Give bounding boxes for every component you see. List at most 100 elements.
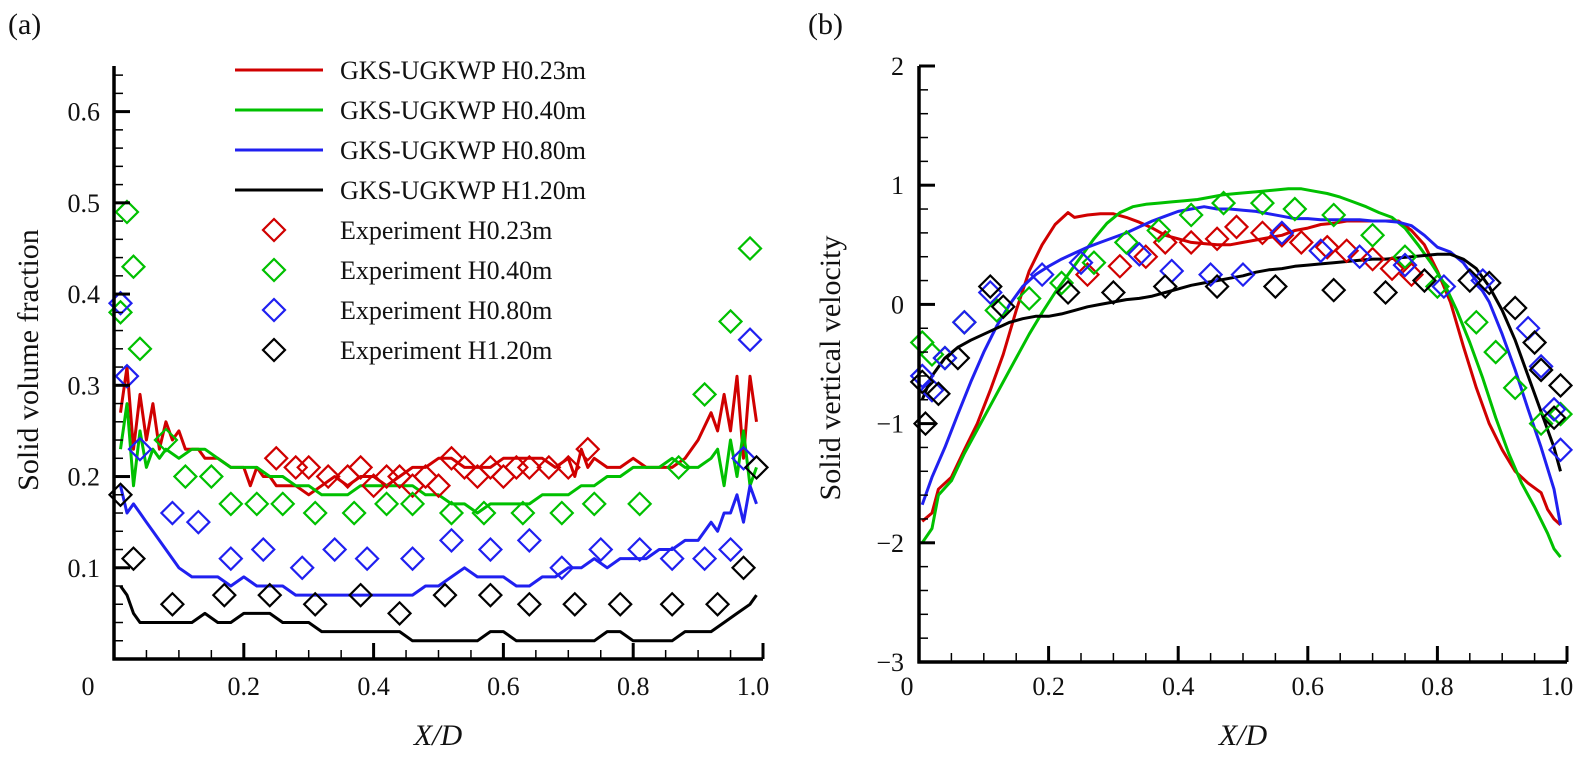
line-gks-ugkwp-h0-40m — [119, 402, 758, 515]
marker-experiment-h0-23m — [1223, 214, 1250, 240]
panel-a-y-tick-labels: 0.1 0.2 0.3 0.4 0.5 0.6 — [68, 98, 101, 583]
line-gks-ugkwp-h1-20m — [920, 252, 1562, 472]
marker-experiment-h0-80m — [114, 363, 140, 389]
marker-experiment-h0-80m — [932, 345, 958, 371]
marker-experiment-h0-40m — [1424, 273, 1450, 300]
panel-b-series-layer — [909, 187, 1574, 559]
y-tick-label: 0.2 — [68, 463, 101, 492]
marker-experiment-h0-80m — [1541, 396, 1567, 422]
series-experiment-h0-40m — [107, 199, 763, 526]
marker-experiment-h0-80m — [354, 546, 380, 572]
marker-experiment-h0-80m — [1470, 268, 1496, 294]
marker-experiment-h0-23m — [1360, 246, 1386, 272]
marker-experiment-h0-40m — [1528, 411, 1554, 437]
legend-entry-experiment-h1-20m: Experiment H1.20m — [261, 336, 552, 365]
legend-entry-gks-ugkwp-h0-23m: GKS-UGKWP H0.23m — [235, 56, 586, 85]
marker-experiment-h0-40m — [1547, 401, 1574, 427]
line-gks-ugkwp-h0-80m — [920, 205, 1562, 526]
marker-experiment-h0-40m — [270, 491, 296, 517]
series-experiment-h1-20m — [909, 268, 1574, 437]
marker-experiment-h0-40m — [1049, 270, 1075, 296]
marker-experiment-h0-23m — [1152, 229, 1178, 255]
marker-experiment-h0-80m — [659, 546, 685, 572]
marker-experiment-h0-40m — [1463, 309, 1489, 335]
marker-experiment-h0-40m — [1178, 202, 1204, 228]
marker-experiment-h1-20m — [1262, 273, 1288, 300]
y-tick-label: 0 — [891, 290, 904, 319]
marker-experiment-h0-40m — [666, 454, 692, 480]
marker-experiment-h0-80m — [951, 309, 977, 335]
x-tick-label: 0.2 — [228, 672, 261, 701]
marker-experiment-h0-80m — [1528, 353, 1554, 379]
marker-experiment-h0-40m — [218, 491, 244, 517]
y-tick-label: 0.3 — [68, 371, 101, 400]
marker-experiment-h0-40m — [198, 463, 224, 490]
marker-experiment-h0-80m — [1431, 273, 1457, 300]
series-gks-ugkwp-h0-40m — [119, 402, 758, 515]
marker-experiment-h0-80m — [549, 555, 575, 581]
marker-experiment-h0-80m — [627, 536, 653, 563]
marker-experiment-h0-80m — [1029, 262, 1055, 288]
marker-experiment-h1-20m — [990, 294, 1016, 320]
marker-experiment-h0-23m — [1133, 244, 1159, 270]
marker-experiment-h0-40m — [244, 491, 270, 517]
x-tick-label: 0.6 — [487, 672, 520, 701]
marker-experiment-h0-40m — [692, 381, 718, 407]
series-experiment-h0-80m — [107, 290, 763, 581]
marker-experiment-h0-40m — [909, 329, 935, 356]
marker-experiment-h0-40m — [1392, 244, 1418, 270]
marker-experiment-h0-40m — [581, 491, 607, 517]
marker-experiment-h1-20m — [1321, 277, 1347, 303]
marker-experiment-h0-80m — [692, 546, 718, 572]
marker-experiment-h0-23m — [451, 454, 478, 480]
marker-experiment-h0-40m — [1483, 339, 1509, 365]
marker-experiment-h0-23m — [555, 454, 581, 480]
marker-experiment-h0-80m — [909, 363, 935, 389]
marker-experiment-h0-23m — [1379, 256, 1405, 282]
y-tick-label: −2 — [876, 529, 904, 558]
marker-experiment-h0-80m — [717, 536, 744, 563]
marker-experiment-h0-23m — [1107, 253, 1133, 279]
marker-experiment-h0-80m — [516, 527, 542, 553]
series-gks-ugkwp-h0-40m — [920, 187, 1562, 559]
marker-experiment-h1-20m — [1522, 329, 1548, 356]
marker-experiment-h1-20m — [159, 591, 185, 617]
x-tick-label: 0.6 — [1292, 672, 1325, 701]
panel-a-y-axis-title: Solid volume fraction — [12, 229, 45, 491]
marker-experiment-h1-20m — [730, 555, 757, 581]
marker-experiment-h0-80m — [1515, 315, 1541, 341]
marker-experiment-h0-80m — [250, 536, 276, 563]
marker-experiment-h1-20m — [1547, 372, 1574, 399]
series-experiment-h0-80m — [909, 220, 1574, 463]
marker-experiment-h0-23m — [412, 463, 439, 490]
legend-label: Experiment H1.20m — [340, 336, 552, 365]
legend-entry-gks-ugkwp-h1-20m: GKS-UGKWP H1.20m — [235, 176, 586, 205]
panel-b-label: (b) — [808, 8, 843, 41]
x-tick-label: 1.0 — [1541, 672, 1574, 701]
series-gks-ugkwp-h0-80m — [920, 205, 1562, 526]
marker-experiment-h0-40m — [1321, 202, 1347, 228]
marker-experiment-h0-40m — [438, 500, 465, 526]
marker-experiment-h0-80m — [730, 445, 757, 471]
marker-experiment-h0-80m — [1126, 241, 1152, 267]
y-tick-label: 0.5 — [68, 189, 101, 218]
legend-label: GKS-UGKWP H0.80m — [340, 136, 586, 165]
marker-experiment-h0-40m — [1211, 190, 1237, 216]
marker-experiment-h0-23m — [296, 454, 322, 480]
marker-experiment-h1-20m — [516, 591, 542, 617]
legend-diamond-swatch — [261, 217, 287, 243]
legend-diamond-swatch — [261, 337, 287, 363]
marker-experiment-h0-80m — [1230, 262, 1256, 288]
marker-experiment-h0-40m — [1360, 222, 1386, 248]
legend-label: GKS-UGKWP H1.20m — [340, 176, 586, 205]
marker-experiment-h0-80m — [1198, 262, 1224, 288]
line-gks-ugkwp-h0-80m — [119, 484, 758, 597]
marker-experiment-h0-40m — [1146, 217, 1172, 244]
line-gks-ugkwp-h1-20m — [119, 585, 758, 643]
legend-entry-gks-ugkwp-h0-40m: GKS-UGKWP H0.40m — [235, 96, 586, 125]
series-gks-ugkwp-h1-20m — [920, 252, 1562, 472]
marker-experiment-h0-80m — [127, 436, 153, 462]
marker-experiment-h1-20m — [659, 591, 685, 617]
marker-experiment-h0-23m — [1269, 222, 1295, 248]
